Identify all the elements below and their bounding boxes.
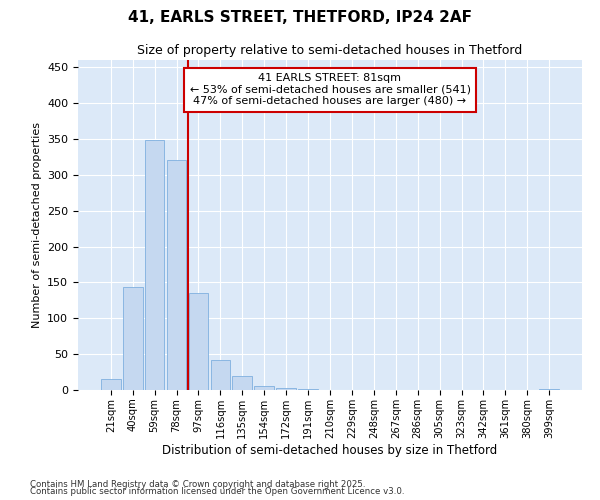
Title: Size of property relative to semi-detached houses in Thetford: Size of property relative to semi-detach… <box>137 44 523 58</box>
Bar <box>101 379 121 390</box>
Text: Contains public sector information licensed under the Open Government Licence v3: Contains public sector information licen… <box>30 487 404 496</box>
X-axis label: Distribution of semi-detached houses by size in Thetford: Distribution of semi-detached houses by … <box>163 444 497 456</box>
Bar <box>211 360 230 390</box>
Bar <box>188 293 208 390</box>
Text: 41 EARLS STREET: 81sqm
← 53% of semi-detached houses are smaller (541)
47% of se: 41 EARLS STREET: 81sqm ← 53% of semi-det… <box>190 73 470 106</box>
Bar <box>123 288 143 390</box>
Text: Contains HM Land Registry data © Crown copyright and database right 2025.: Contains HM Land Registry data © Crown c… <box>30 480 365 489</box>
Bar <box>167 160 187 390</box>
Bar <box>254 386 274 390</box>
Bar <box>232 376 252 390</box>
Text: 41, EARLS STREET, THETFORD, IP24 2AF: 41, EARLS STREET, THETFORD, IP24 2AF <box>128 10 472 25</box>
Bar <box>145 140 164 390</box>
Bar <box>276 388 296 390</box>
Y-axis label: Number of semi-detached properties: Number of semi-detached properties <box>32 122 41 328</box>
